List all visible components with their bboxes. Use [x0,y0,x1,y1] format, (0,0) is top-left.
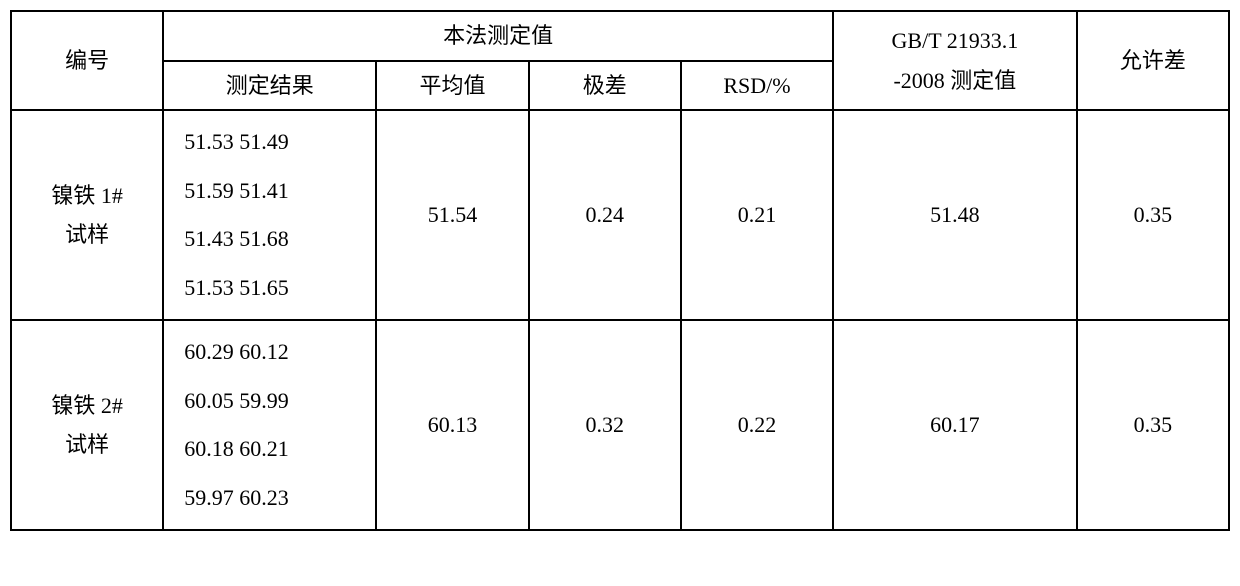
cell-gbt: 60.17 [833,320,1077,530]
header-gbt-line2: -2008 测定值 [893,68,1016,93]
header-measure-result: 测定结果 [163,61,376,111]
cell-mean: 60.13 [376,320,528,530]
cell-rsd: 0.22 [681,320,833,530]
header-gbt: GB/T 21933.1 -2008 测定值 [833,11,1077,110]
cell-range: 0.32 [529,320,681,530]
table-row: 镍铁 1#试样51.53 51.4951.59 51.4151.43 51.68… [11,110,1229,320]
cell-tolerance: 0.35 [1077,110,1229,320]
header-rsd: RSD/% [681,61,833,111]
table-row: 镍铁 2#试样60.29 60.1260.05 59.9960.18 60.21… [11,320,1229,530]
data-table: 编号 本法测定值 GB/T 21933.1 -2008 测定值 允许差 测定结果… [10,10,1230,531]
header-method-group: 本法测定值 [163,11,833,61]
cell-tolerance: 0.35 [1077,320,1229,530]
header-mean: 平均值 [376,61,528,111]
header-tolerance: 允许差 [1077,11,1229,110]
cell-id: 镍铁 2#试样 [11,320,163,530]
header-range: 极差 [529,61,681,111]
cell-measurements: 60.29 60.1260.05 59.9960.18 60.2159.97 6… [163,320,376,530]
cell-mean: 51.54 [376,110,528,320]
cell-id: 镍铁 1#试样 [11,110,163,320]
header-gbt-line1: GB/T 21933.1 [892,28,1019,53]
cell-rsd: 0.21 [681,110,833,320]
header-row-1: 编号 本法测定值 GB/T 21933.1 -2008 测定值 允许差 [11,11,1229,61]
cell-range: 0.24 [529,110,681,320]
header-id: 编号 [11,11,163,110]
cell-measurements: 51.53 51.4951.59 51.4151.43 51.6851.53 5… [163,110,376,320]
cell-gbt: 51.48 [833,110,1077,320]
